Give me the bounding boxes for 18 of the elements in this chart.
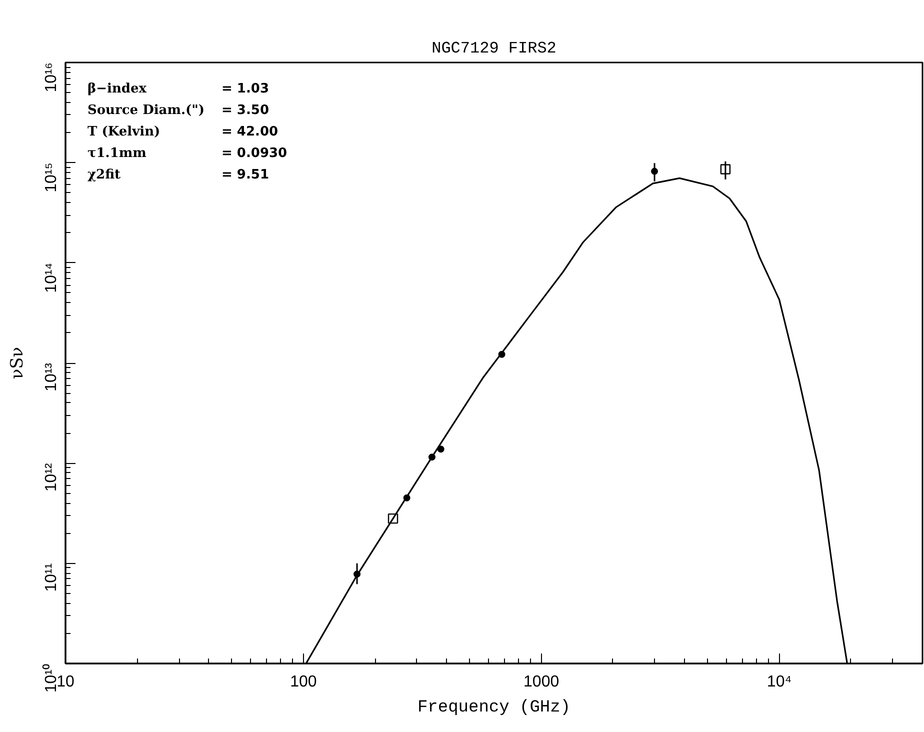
- x-tick-label: 100: [290, 674, 317, 690]
- y-axis-title: νSν: [8, 346, 28, 380]
- x-tick-label: 10: [56, 674, 74, 690]
- x-axis-title: Frequency (GHz): [417, 698, 571, 718]
- text: χ2fit = 9.51: [88, 168, 269, 182]
- text: β−index = 1.03: [88, 82, 269, 96]
- y-tick-label: 10¹⁵: [43, 162, 60, 192]
- chart-title: NGC7129 FIRS2: [432, 40, 556, 58]
- text: Source Diam.(") = 3.50: [88, 103, 269, 118]
- x-tick-label: 10⁴: [766, 674, 792, 690]
- y-tick-label: 10¹⁴: [43, 262, 60, 293]
- x-tick-label: 1000: [524, 674, 560, 690]
- y-tick-label: 10¹²: [43, 462, 60, 492]
- y-tick-label: 10¹¹: [43, 563, 60, 592]
- y-tick-label: 10¹⁶: [43, 62, 60, 92]
- text: T (Kelvin) = 42.00: [88, 124, 278, 140]
- y-tick-label: 10¹³: [43, 362, 60, 392]
- text: τ1.1mm = 0.0930: [88, 146, 288, 161]
